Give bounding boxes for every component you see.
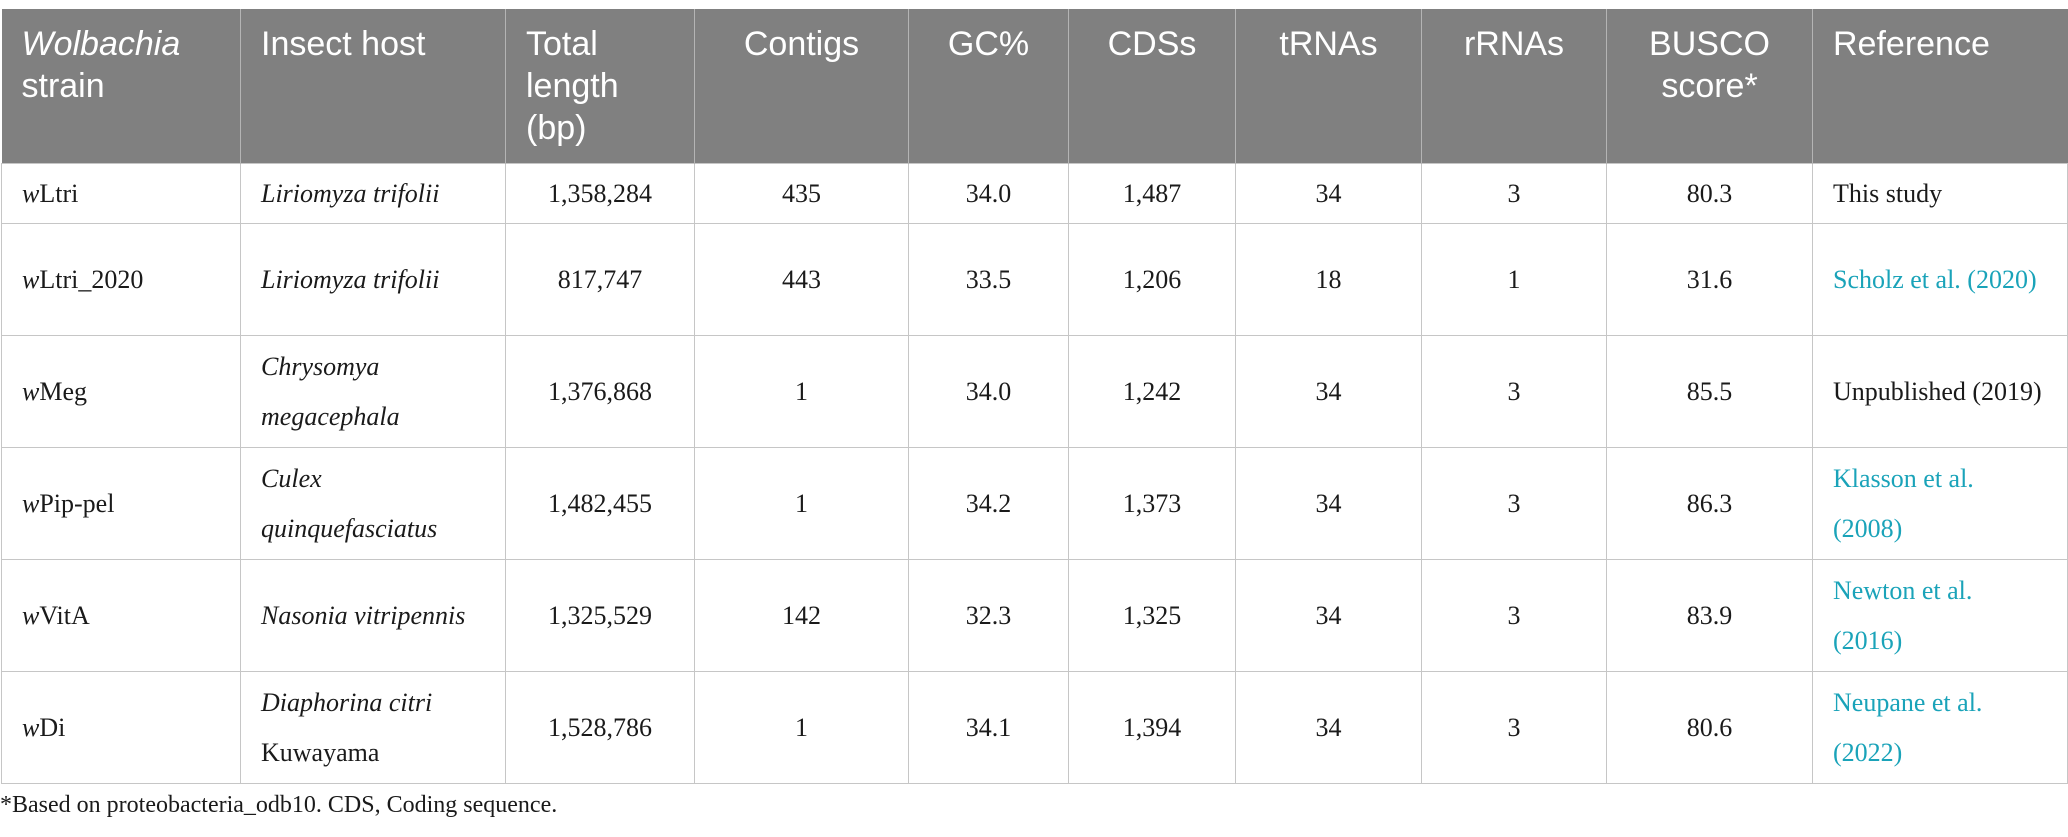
busco-cell: 85.5 bbox=[1606, 335, 1813, 448]
table-row: wMeg Chrysomya megacephala 1,376,868 1 3… bbox=[1, 335, 2068, 448]
busco-cell: 80.3 bbox=[1606, 163, 1813, 224]
genome-comparison-table: Wolbachia strain Insect host Total length… bbox=[1, 9, 2068, 784]
strain-cell: wDi bbox=[1, 671, 241, 784]
contigs-cell: 142 bbox=[694, 559, 909, 672]
trna-cell: 34 bbox=[1235, 671, 1422, 784]
host-cell: Diaphorina citri Kuwayama bbox=[240, 671, 506, 784]
host-cell: Culex quinquefasciatus bbox=[240, 447, 506, 560]
gc-cell: 33.5 bbox=[908, 223, 1069, 336]
header-row: Wolbachia strain Insect host Total length… bbox=[1, 9, 2068, 164]
table-row: wLtri_2020 Liriomyza trifolii 817,747 44… bbox=[1, 223, 2068, 336]
reference-cell: Newton et al. (2016) bbox=[1812, 559, 2068, 672]
header-rrna: rRNAs bbox=[1421, 9, 1607, 164]
header-gc: GC% bbox=[908, 9, 1069, 164]
header-cds: CDSs bbox=[1068, 9, 1236, 164]
rrna-cell: 3 bbox=[1421, 559, 1607, 672]
contigs-cell: 435 bbox=[694, 163, 909, 224]
contigs-cell: 1 bbox=[694, 335, 909, 448]
strain-cell: wMeg bbox=[1, 335, 241, 448]
header-trna: tRNAs bbox=[1235, 9, 1422, 164]
reference-cell: Scholz et al. (2020) bbox=[1812, 223, 2068, 336]
header-busco: BUSCO score* bbox=[1606, 9, 1813, 164]
busco-cell: 80.6 bbox=[1606, 671, 1813, 784]
host-cell: Chrysomya megacephala bbox=[240, 335, 506, 448]
cds-cell: 1,242 bbox=[1068, 335, 1236, 448]
contigs-cell: 1 bbox=[694, 447, 909, 560]
rrna-cell: 3 bbox=[1421, 671, 1607, 784]
header-contigs: Contigs bbox=[694, 9, 909, 164]
trna-cell: 34 bbox=[1235, 559, 1422, 672]
reference-cell: Unpublished (2019) bbox=[1812, 335, 2068, 448]
length-cell: 1,528,786 bbox=[505, 671, 695, 784]
cds-cell: 1,325 bbox=[1068, 559, 1236, 672]
trna-cell: 34 bbox=[1235, 335, 1422, 448]
length-cell: 1,376,868 bbox=[505, 335, 695, 448]
cds-cell: 1,487 bbox=[1068, 163, 1236, 224]
host-cell: Liriomyza trifolii bbox=[240, 163, 506, 224]
trna-cell: 18 bbox=[1235, 223, 1422, 336]
length-cell: 817,747 bbox=[505, 223, 695, 336]
length-cell: 1,482,455 bbox=[505, 447, 695, 560]
rrna-cell: 3 bbox=[1421, 447, 1607, 560]
gc-cell: 32.3 bbox=[908, 559, 1069, 672]
strain-cell: wLtri bbox=[1, 163, 241, 224]
length-cell: 1,358,284 bbox=[505, 163, 695, 224]
table-row: wPip-pel Culex quinquefasciatus 1,482,45… bbox=[1, 447, 2068, 560]
table-row: wVitA Nasonia vitripennis 1,325,529 142 … bbox=[1, 559, 2068, 672]
contigs-cell: 443 bbox=[694, 223, 909, 336]
reference-cell: This study bbox=[1812, 163, 2068, 224]
gc-cell: 34.0 bbox=[908, 335, 1069, 448]
busco-cell: 83.9 bbox=[1606, 559, 1813, 672]
table-row: wDi Diaphorina citri Kuwayama 1,528,786 1… bbox=[1, 671, 2068, 784]
header-strain: Wolbachia strain bbox=[1, 9, 241, 164]
host-cell: Nasonia vitripennis bbox=[240, 559, 506, 672]
header-length: Total length (bp) bbox=[505, 9, 695, 164]
reference-cell: Neupane et al. (2022) bbox=[1812, 671, 2068, 784]
strain-cell: wLtri_2020 bbox=[1, 223, 241, 336]
busco-cell: 31.6 bbox=[1606, 223, 1813, 336]
rrna-cell: 1 bbox=[1421, 223, 1607, 336]
length-cell: 1,325,529 bbox=[505, 559, 695, 672]
reference-link[interactable]: Neupane et al. (2022) bbox=[1833, 687, 1983, 767]
strain-cell: wVitA bbox=[1, 559, 241, 672]
contigs-cell: 1 bbox=[694, 671, 909, 784]
rrna-cell: 3 bbox=[1421, 335, 1607, 448]
table-footnote: *Based on proteobacteria_odb10. CDS, Cod… bbox=[0, 792, 558, 818]
header-host: Insect host bbox=[240, 9, 506, 164]
reference-link[interactable]: Klasson et al. (2008) bbox=[1833, 463, 1974, 543]
gc-cell: 34.0 bbox=[908, 163, 1069, 224]
cds-cell: 1,206 bbox=[1068, 223, 1236, 336]
trna-cell: 34 bbox=[1235, 447, 1422, 560]
table-row: wLtri Liriomyza trifolii 1,358,284 435 3… bbox=[1, 163, 2068, 224]
header-reference: Reference bbox=[1812, 9, 2068, 164]
busco-cell: 86.3 bbox=[1606, 447, 1813, 560]
rrna-cell: 3 bbox=[1421, 163, 1607, 224]
gc-cell: 34.2 bbox=[908, 447, 1069, 560]
trna-cell: 34 bbox=[1235, 163, 1422, 224]
cds-cell: 1,373 bbox=[1068, 447, 1236, 560]
reference-cell: Klasson et al. (2008) bbox=[1812, 447, 2068, 560]
gc-cell: 34.1 bbox=[908, 671, 1069, 784]
strain-cell: wPip-pel bbox=[1, 447, 241, 560]
reference-link[interactable]: Scholz et al. (2020) bbox=[1833, 264, 2037, 294]
host-cell: Liriomyza trifolii bbox=[240, 223, 506, 336]
cds-cell: 1,394 bbox=[1068, 671, 1236, 784]
reference-link[interactable]: Newton et al. (2016) bbox=[1833, 575, 1973, 655]
